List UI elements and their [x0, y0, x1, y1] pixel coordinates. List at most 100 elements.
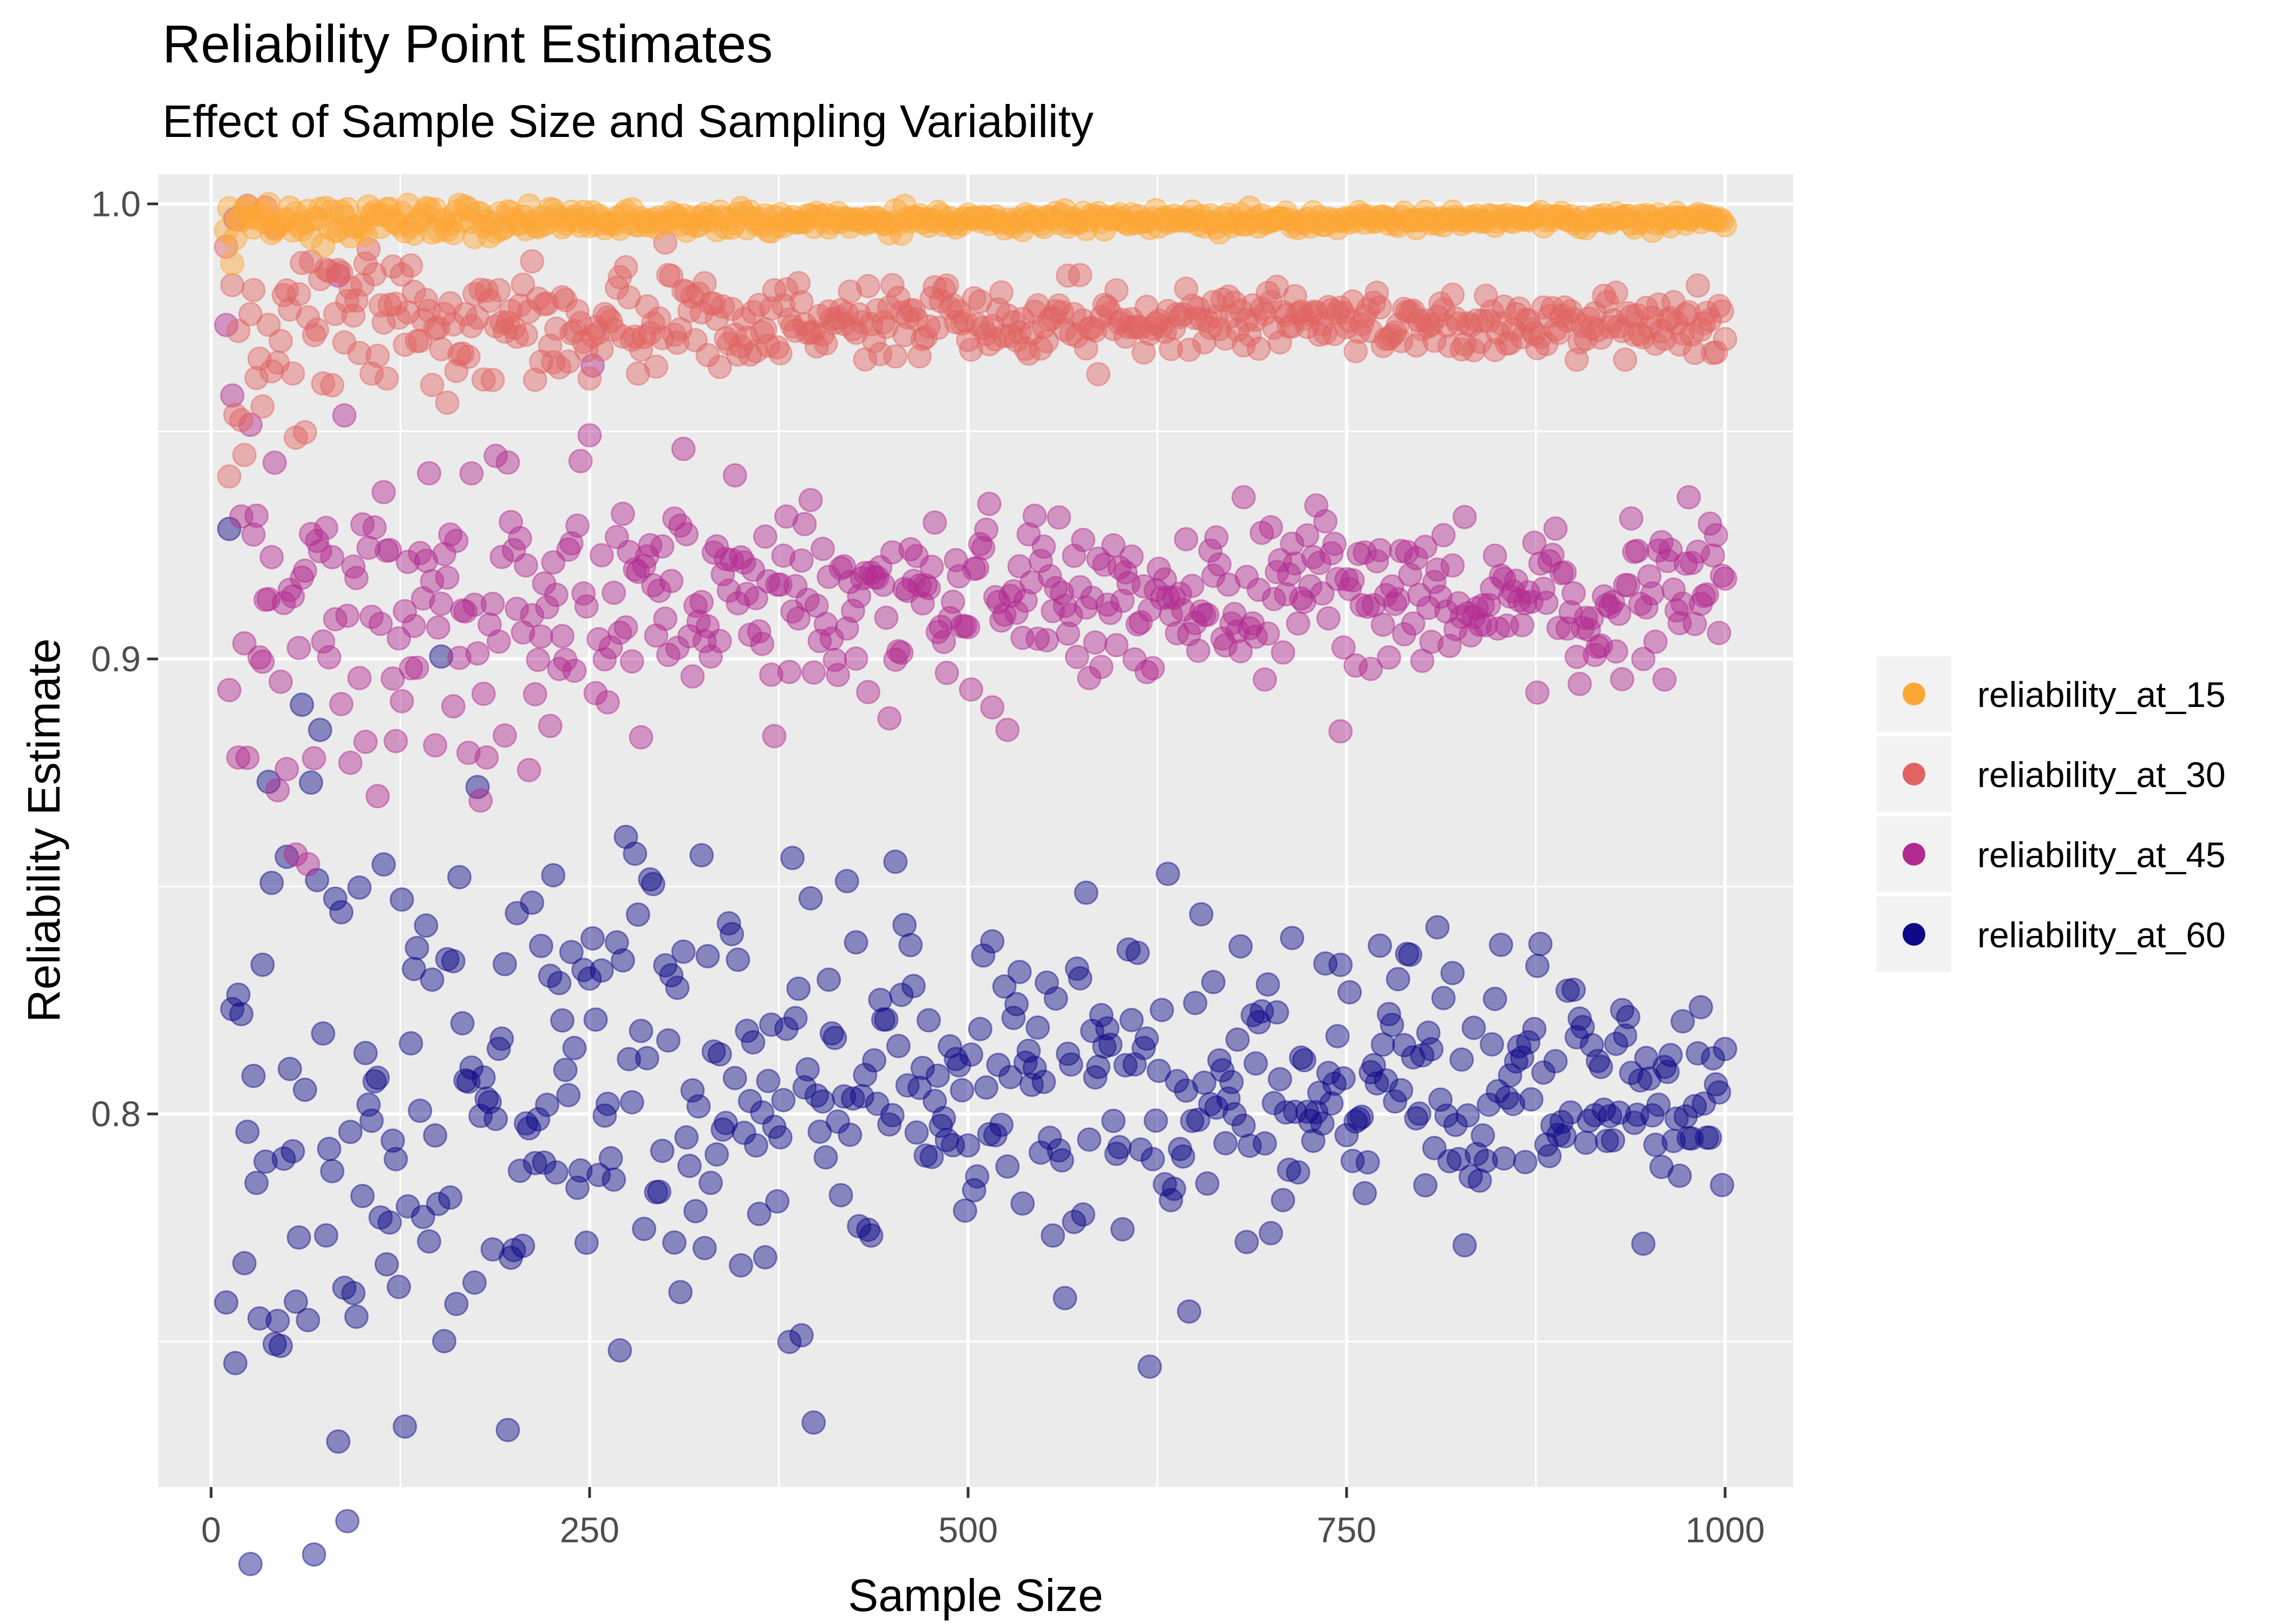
data-point	[313, 257, 338, 282]
data-point	[423, 197, 448, 222]
data-point	[520, 249, 545, 274]
data-point	[983, 1123, 1008, 1148]
data-point	[1389, 329, 1414, 353]
data-point	[1395, 208, 1420, 233]
data-point	[923, 1089, 947, 1114]
data-point	[269, 329, 293, 353]
x-tick-label: 250	[560, 1510, 619, 1550]
data-point	[338, 1119, 363, 1144]
data-point	[874, 1007, 899, 1032]
data-point	[1600, 590, 1625, 614]
data-point	[865, 1091, 890, 1116]
data-point	[813, 1145, 838, 1170]
data-point	[280, 1139, 305, 1164]
data-point	[822, 310, 847, 335]
data-point	[320, 1158, 345, 1183]
data-point	[1480, 204, 1505, 228]
data-point	[1558, 204, 1583, 228]
data-point	[1434, 1103, 1459, 1128]
data-point	[1168, 305, 1192, 330]
data-point	[541, 350, 566, 375]
data-point	[1591, 284, 1616, 309]
data-point	[374, 366, 399, 391]
data-point	[1058, 322, 1083, 346]
data-point	[1337, 577, 1362, 601]
data-point	[801, 214, 826, 239]
data-point	[916, 314, 941, 339]
data-point	[1125, 314, 1150, 339]
data-point	[417, 461, 442, 486]
data-point	[889, 221, 914, 246]
data-point	[750, 1100, 775, 1125]
data-point	[1062, 302, 1087, 326]
data-point	[1695, 206, 1720, 231]
data-point	[607, 1338, 632, 1363]
data-point	[946, 299, 971, 324]
data-point	[1064, 645, 1089, 670]
data-point	[526, 215, 551, 240]
data-point	[1513, 591, 1538, 615]
data-point	[604, 525, 629, 549]
data-point	[1331, 300, 1356, 325]
data-point	[1207, 317, 1232, 342]
data-point	[223, 226, 248, 251]
data-point	[474, 278, 499, 303]
data-point	[447, 865, 472, 889]
x-tick-label: 500	[938, 1510, 998, 1550]
data-point	[235, 1119, 260, 1144]
data-point	[1449, 605, 1474, 630]
data-point	[586, 1162, 611, 1187]
data-point	[677, 298, 702, 323]
data-point	[762, 724, 787, 749]
data-point	[1643, 629, 1668, 654]
data-point	[323, 302, 348, 326]
data-point	[1713, 566, 1737, 591]
data-point	[1264, 1000, 1289, 1025]
data-point	[722, 463, 747, 488]
data-point	[586, 627, 611, 652]
data-point	[1707, 206, 1731, 231]
data-point	[359, 1108, 384, 1133]
data-point	[1186, 296, 1211, 321]
data-point	[1425, 915, 1450, 940]
data-point	[853, 212, 878, 237]
data-point	[447, 342, 472, 367]
data-point	[1598, 594, 1623, 619]
data-point	[653, 606, 678, 631]
data-point	[1083, 205, 1108, 230]
data-point	[1688, 318, 1713, 343]
data-point	[607, 265, 632, 290]
data-point	[1095, 205, 1120, 230]
data-point	[438, 522, 463, 547]
data-point	[1322, 322, 1347, 346]
data-point	[765, 572, 790, 597]
data-point	[574, 594, 599, 619]
data-point	[489, 310, 514, 335]
data-point	[453, 599, 478, 624]
data-point	[596, 305, 620, 330]
data-point	[619, 327, 644, 352]
data-point	[1016, 1038, 1041, 1063]
data-point	[1165, 302, 1190, 326]
data-point	[1352, 304, 1377, 329]
data-point	[1573, 1130, 1598, 1155]
data-point	[298, 770, 323, 795]
data-point	[610, 324, 635, 349]
data-point	[338, 224, 363, 249]
data-point	[1074, 217, 1099, 241]
data-point	[650, 209, 675, 234]
data-point	[1625, 211, 1650, 235]
data-point	[317, 215, 342, 240]
data-point	[1279, 926, 1304, 951]
data-point	[1313, 320, 1338, 345]
data-point	[617, 1047, 642, 1072]
data-point	[674, 522, 699, 547]
data-point	[1549, 561, 1574, 586]
data-point	[619, 649, 644, 674]
data-point	[680, 664, 705, 689]
data-point	[656, 263, 681, 287]
data-point	[447, 645, 472, 670]
data-point	[868, 555, 893, 580]
data-point	[1140, 1147, 1165, 1171]
data-point	[347, 340, 372, 365]
